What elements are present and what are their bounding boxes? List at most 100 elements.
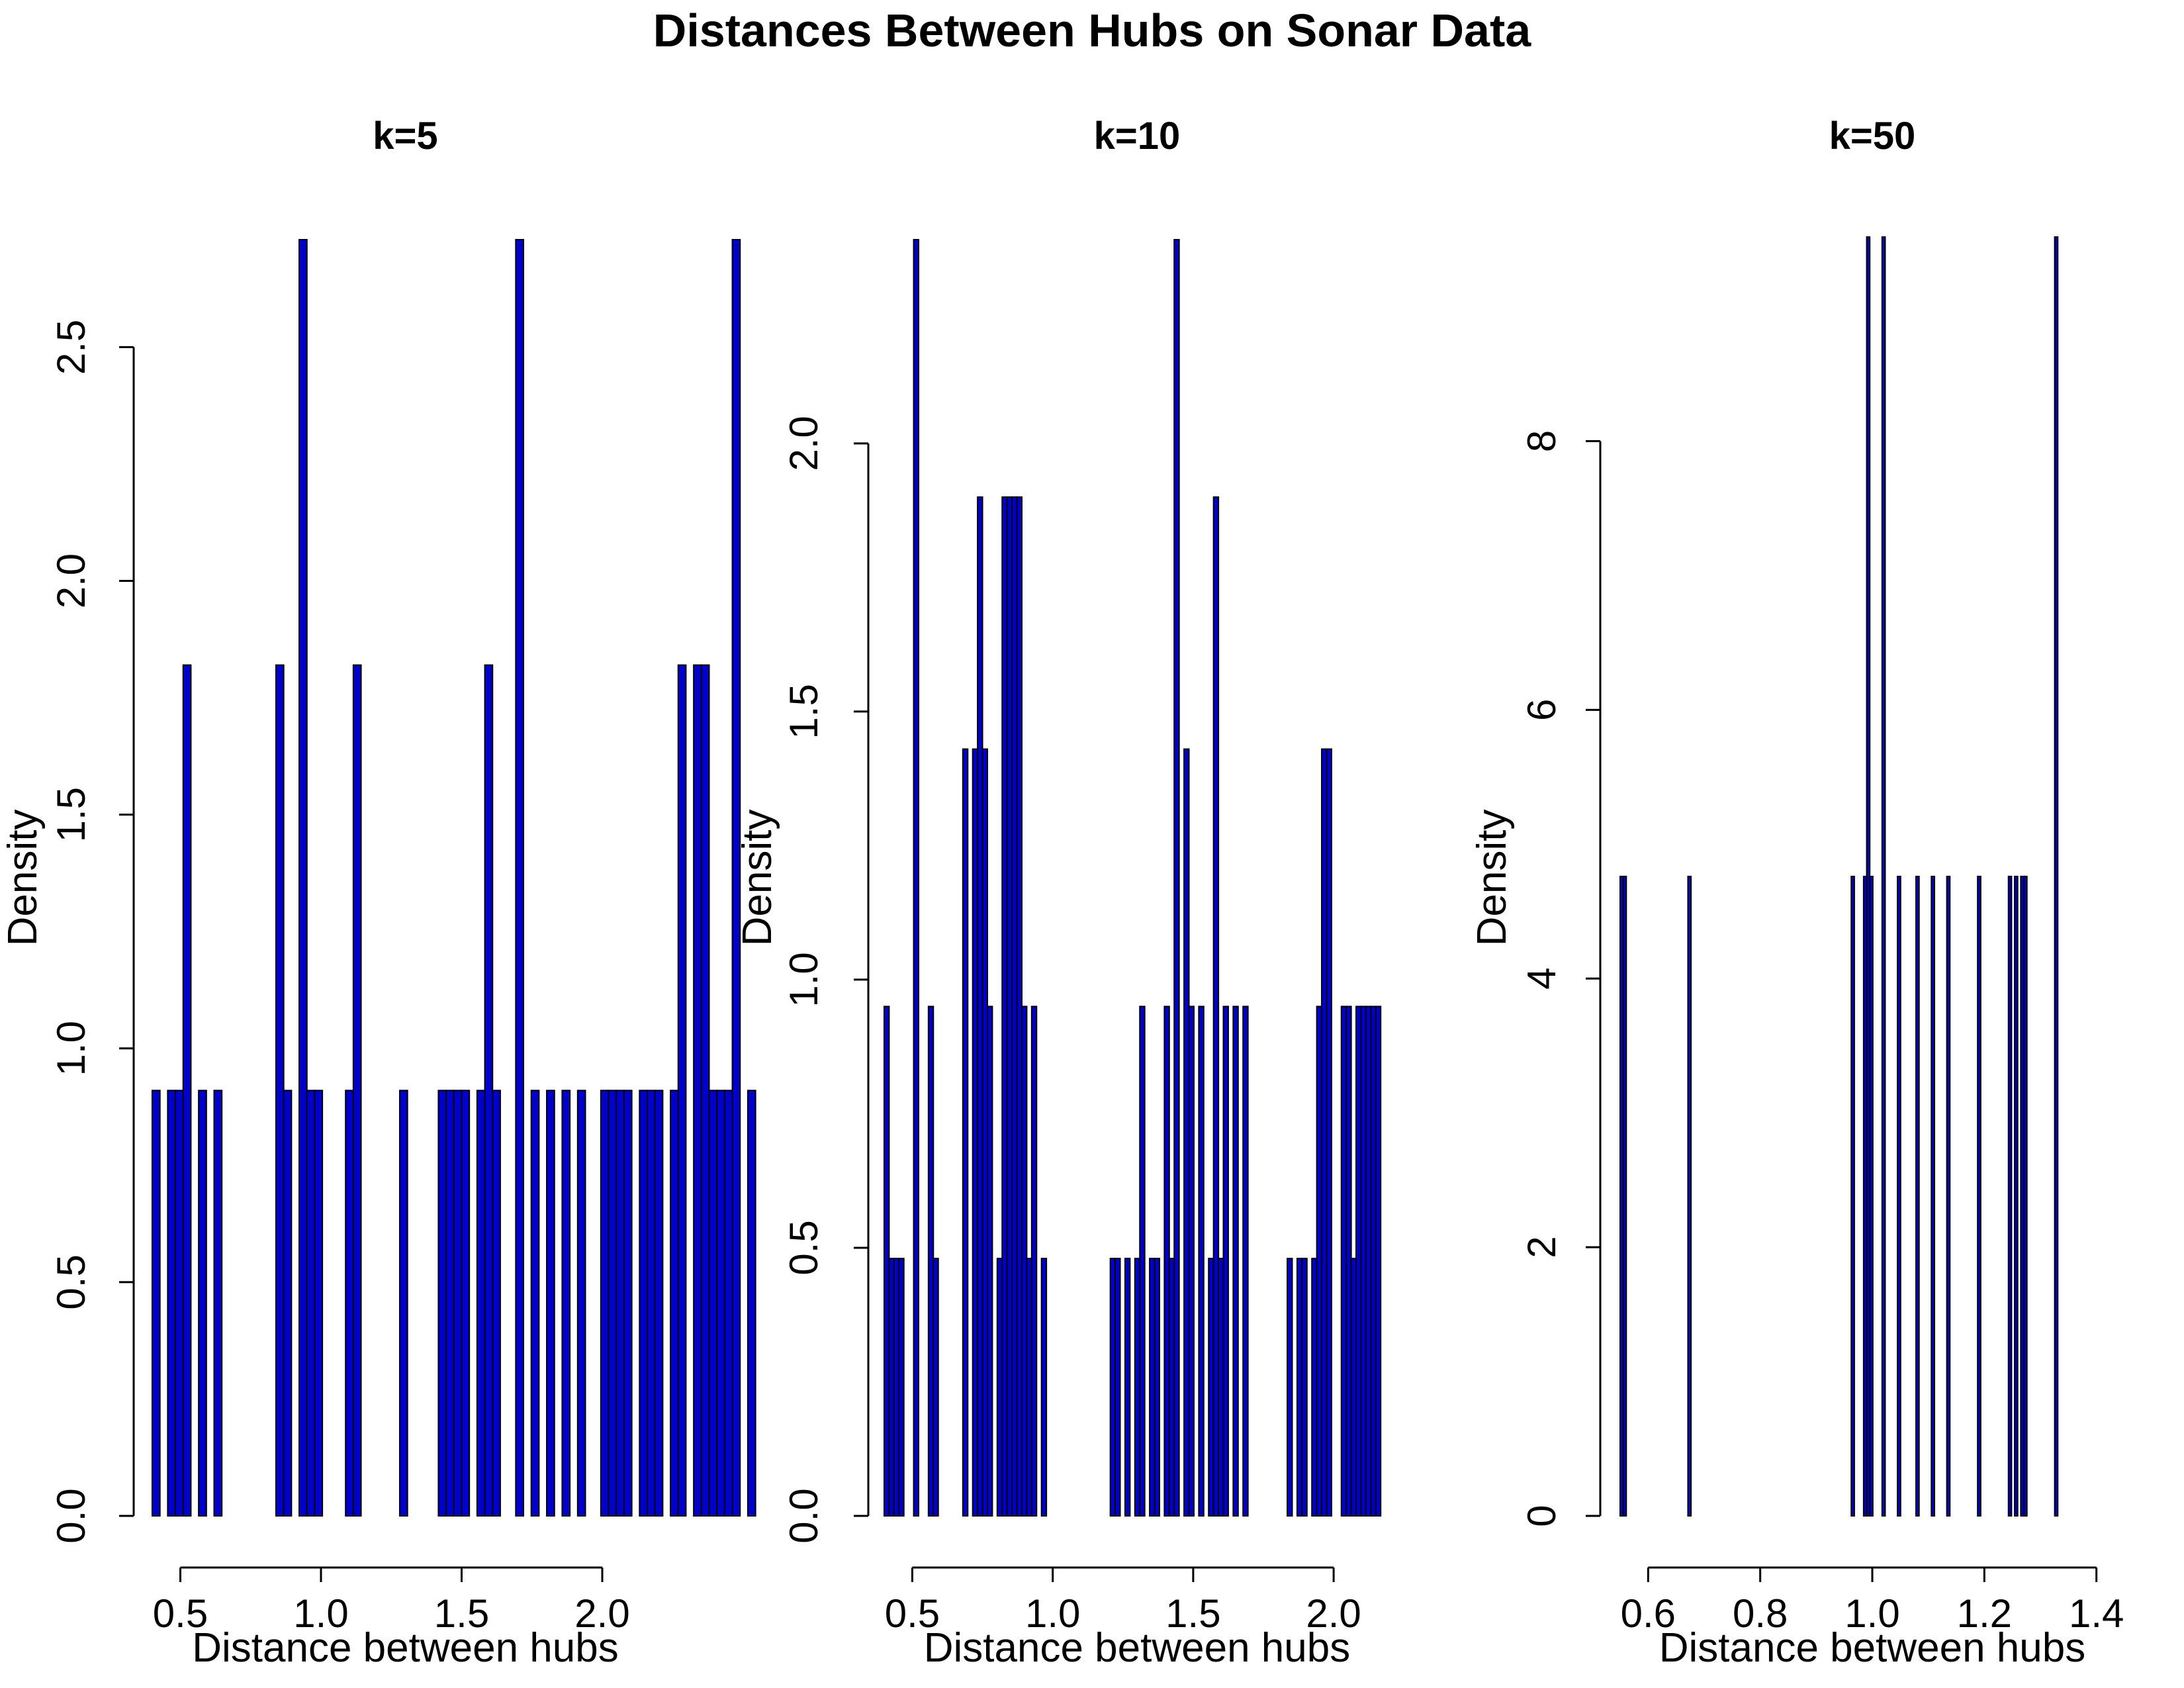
histogram-bar <box>1340 1006 1347 1517</box>
histogram-bar <box>2014 875 2019 1517</box>
histogram-bar <box>1232 1006 1239 1517</box>
histogram-bar <box>198 1090 207 1517</box>
histogram-bar <box>445 1090 455 1517</box>
histogram-bar <box>986 1006 993 1517</box>
histogram-bar <box>1977 875 1981 1517</box>
histogram-bar <box>1163 1006 1170 1517</box>
y-tick-label: 0.0 <box>49 1488 93 1543</box>
histogram-bar <box>1345 1006 1352 1517</box>
histogram-bar <box>1208 1258 1214 1517</box>
x-tick-label: 1.2 <box>1957 1591 2012 1636</box>
histogram-bar <box>399 1090 408 1517</box>
histogram-bar <box>1370 1006 1377 1517</box>
histogram-bar <box>476 1090 486 1517</box>
histogram-bar <box>893 1258 900 1517</box>
histogram-bar <box>1154 1258 1160 1517</box>
histogram-bar <box>1296 1258 1303 1517</box>
histogram-bar <box>1850 875 1855 1517</box>
y-axis-label: Density <box>735 810 780 947</box>
y-tick-label: 2.5 <box>49 320 93 375</box>
histogram-bar <box>708 1090 718 1517</box>
histogram-bar <box>972 748 979 1517</box>
histogram-bar <box>1109 1258 1116 1517</box>
histogram-bar <box>1212 496 1220 1517</box>
histogram-bar <box>693 664 702 1517</box>
histogram-bar <box>175 1090 184 1517</box>
y-axis-label: Density <box>0 810 46 947</box>
histogram-bar <box>1869 875 1874 1517</box>
histogram-bar <box>1139 1006 1146 1517</box>
histogram-bar <box>1173 239 1180 1517</box>
figure-title: Distances Between Hubs on Sonar Data <box>653 5 1532 56</box>
histogram-bar <box>1218 1258 1224 1517</box>
x-tick-label: 0.8 <box>1733 1591 1788 1636</box>
histogram-bar <box>1326 748 1332 1517</box>
y-axis-label: Density <box>1469 810 1515 947</box>
x-tick-label: 2.0 <box>1306 1591 1361 1636</box>
histogram-bar <box>700 664 710 1517</box>
histogram-bar <box>515 239 524 1517</box>
histogram-bar <box>1115 1258 1121 1517</box>
histogram-bar <box>1287 1258 1293 1517</box>
x-tick-label: 1.4 <box>2069 1591 2124 1636</box>
histogram-bar <box>1881 236 1886 1517</box>
x-tick-label: 0.6 <box>1621 1591 1676 1636</box>
histogram-bar <box>1006 496 1013 1517</box>
x-axis-label: Distance between hubs <box>1659 1625 2086 1671</box>
x-tick-label: 1.5 <box>434 1591 489 1636</box>
histogram-bar <box>1021 1006 1028 1517</box>
histogram-bar <box>275 664 285 1517</box>
histogram-bar <box>1360 1006 1367 1517</box>
histogram-bar <box>647 1090 656 1517</box>
histogram-bar <box>345 1090 354 1517</box>
histogram-bar <box>1222 1006 1229 1517</box>
x-tick-label: 2.0 <box>574 1591 629 1636</box>
histogram-bar <box>546 1090 555 1517</box>
histogram-bar <box>2023 875 2028 1517</box>
y-tick-label: 1.0 <box>49 1021 93 1076</box>
x-tick-label: 1.0 <box>293 1591 348 1636</box>
histogram-bar <box>1321 748 1328 1517</box>
histogram-bar <box>1198 1006 1205 1517</box>
histogram-bar <box>1124 1258 1131 1517</box>
histogram-bar <box>152 1090 161 1517</box>
histogram-bar <box>623 1090 633 1517</box>
histogram-bar <box>677 664 687 1517</box>
histogram-bar <box>977 496 983 1517</box>
histogram-bar <box>1375 1006 1382 1517</box>
histogram-bar <box>1311 1258 1318 1517</box>
panel-title: k=5 <box>373 115 437 158</box>
histogram-bar <box>2054 236 2059 1517</box>
histogram-bar <box>1897 875 1901 1517</box>
histogram-bar <box>1011 496 1018 1517</box>
x-tick-label: 1.0 <box>1025 1591 1080 1636</box>
y-tick-label: 2 <box>1520 1236 1564 1258</box>
histogram-bar <box>2007 875 2013 1517</box>
histogram-bar <box>1931 875 1935 1517</box>
x-tick-label: 1.5 <box>1165 1591 1220 1636</box>
histogram-bar <box>1134 1258 1141 1517</box>
histogram-bar <box>1026 1258 1032 1517</box>
histogram-bar <box>167 1090 177 1517</box>
histogram-bar <box>298 239 308 1517</box>
histogram-bar <box>283 1090 293 1517</box>
histogram-bar <box>1168 1258 1175 1517</box>
y-tick-label: 1.5 <box>49 787 93 842</box>
histogram-bar <box>1301 1258 1308 1517</box>
y-tick-label: 4 <box>1520 968 1564 990</box>
histogram-bar <box>747 1090 756 1517</box>
histogram-bar <box>437 1090 447 1517</box>
histogram-bar <box>492 1090 501 1517</box>
y-tick-label: 2.0 <box>49 553 93 608</box>
histogram-bar <box>1188 1006 1195 1517</box>
histogram-bar <box>1355 1006 1362 1517</box>
histogram-bar <box>981 748 988 1517</box>
histogram-bar <box>352 664 362 1517</box>
y-tick-label: 1.5 <box>782 684 826 739</box>
histogram-bar <box>314 1090 324 1517</box>
panel-title: k=10 <box>1094 115 1181 158</box>
histogram-bar <box>600 1090 610 1517</box>
histogram-bar <box>453 1090 463 1517</box>
histogram-bar <box>213 1090 223 1517</box>
